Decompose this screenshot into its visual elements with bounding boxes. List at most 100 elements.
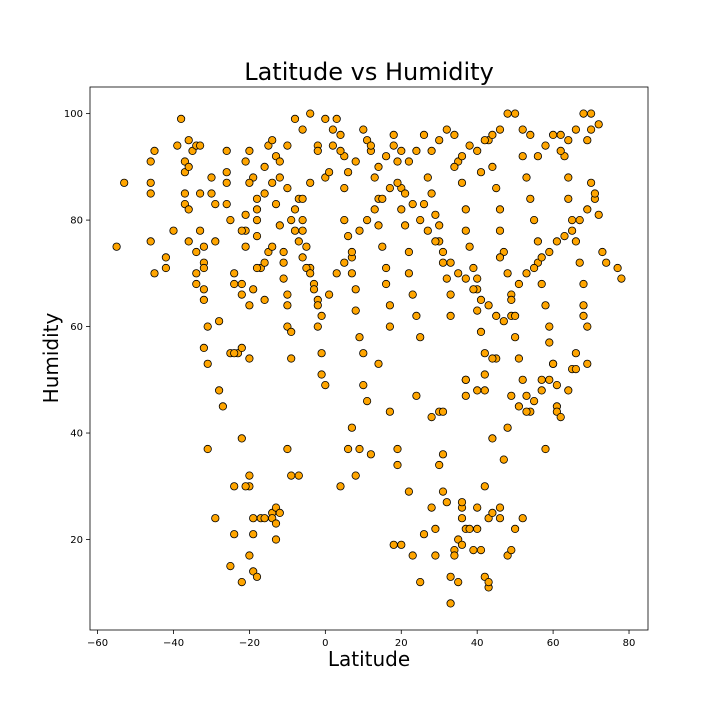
data-point bbox=[245, 301, 254, 310]
y-axis: 20 40 60 80 100 bbox=[64, 109, 90, 546]
data-point bbox=[397, 205, 406, 214]
data-point bbox=[548, 359, 558, 368]
data-point bbox=[450, 162, 459, 171]
data-point bbox=[564, 386, 573, 395]
data-point bbox=[226, 216, 235, 225]
data-point bbox=[435, 136, 444, 145]
data-point bbox=[290, 226, 300, 235]
data-point bbox=[370, 173, 379, 182]
data-point bbox=[427, 189, 436, 198]
data-point bbox=[590, 189, 600, 198]
data-point bbox=[476, 327, 486, 336]
data-point bbox=[537, 253, 546, 262]
data-point bbox=[275, 157, 284, 166]
data-point bbox=[488, 354, 497, 363]
data-point bbox=[598, 247, 607, 257]
data-point bbox=[473, 503, 482, 512]
data-point bbox=[184, 205, 193, 214]
data-point bbox=[564, 173, 573, 182]
data-point bbox=[586, 178, 596, 187]
data-point bbox=[192, 279, 201, 289]
data-point bbox=[237, 226, 246, 235]
data-point bbox=[203, 322, 212, 331]
data-point bbox=[161, 263, 170, 273]
data-point bbox=[548, 130, 558, 139]
data-point bbox=[199, 242, 208, 251]
data-point bbox=[370, 205, 379, 214]
data-point bbox=[245, 471, 254, 480]
data-point bbox=[340, 258, 349, 267]
data-point bbox=[510, 524, 520, 534]
scatter-points bbox=[112, 109, 626, 608]
data-point bbox=[230, 269, 239, 278]
data-point bbox=[374, 359, 383, 368]
data-point bbox=[161, 253, 170, 262]
y-axis-label: Humidity bbox=[39, 312, 63, 403]
data-point bbox=[571, 364, 581, 374]
data-point bbox=[237, 290, 246, 299]
data-point bbox=[461, 274, 470, 283]
data-point bbox=[495, 125, 505, 134]
data-point bbox=[431, 237, 440, 246]
data-point bbox=[336, 130, 345, 139]
data-point bbox=[518, 375, 527, 384]
data-point bbox=[120, 178, 129, 187]
data-point bbox=[381, 279, 391, 289]
data-point bbox=[230, 349, 239, 358]
data-point bbox=[252, 205, 262, 214]
data-point bbox=[169, 226, 178, 235]
data-point bbox=[252, 216, 262, 225]
data-point bbox=[446, 290, 455, 299]
data-point bbox=[378, 242, 387, 251]
data-point bbox=[419, 200, 429, 209]
data-point bbox=[400, 221, 410, 230]
data-point bbox=[510, 333, 520, 342]
data-point bbox=[461, 391, 470, 400]
data-point bbox=[351, 285, 360, 294]
data-point bbox=[321, 114, 330, 124]
data-point bbox=[321, 380, 330, 390]
data-point bbox=[283, 290, 292, 299]
data-point bbox=[184, 162, 193, 171]
data-point bbox=[518, 125, 527, 134]
data-point bbox=[545, 338, 554, 347]
data-point bbox=[529, 396, 539, 406]
data-point bbox=[484, 301, 493, 310]
data-point bbox=[541, 141, 550, 150]
data-point bbox=[473, 274, 482, 283]
data-point bbox=[317, 370, 326, 379]
data-point bbox=[397, 540, 406, 549]
data-point bbox=[146, 189, 155, 198]
y-tick-label: 80 bbox=[70, 216, 83, 227]
data-point bbox=[260, 295, 269, 304]
data-point bbox=[378, 194, 387, 203]
data-point bbox=[359, 125, 368, 134]
data-point bbox=[343, 232, 353, 241]
data-point bbox=[488, 508, 497, 518]
data-point bbox=[385, 301, 394, 310]
data-point bbox=[355, 333, 364, 342]
data-point bbox=[412, 311, 421, 320]
data-point bbox=[298, 226, 307, 235]
data-point bbox=[385, 184, 394, 193]
data-point bbox=[571, 125, 581, 134]
data-point bbox=[283, 141, 292, 150]
data-point bbox=[287, 327, 296, 336]
data-point bbox=[192, 247, 201, 257]
data-point bbox=[526, 194, 535, 203]
data-point bbox=[298, 216, 307, 225]
data-point bbox=[583, 322, 592, 331]
data-point bbox=[499, 455, 508, 464]
data-point bbox=[529, 216, 539, 225]
data-point bbox=[545, 375, 554, 384]
data-point bbox=[302, 242, 311, 251]
data-point bbox=[423, 226, 432, 235]
data-point bbox=[427, 503, 436, 512]
data-point bbox=[306, 178, 315, 187]
data-point bbox=[522, 407, 531, 416]
data-point bbox=[230, 279, 239, 289]
data-point bbox=[533, 152, 543, 161]
data-point bbox=[374, 221, 383, 230]
data-point bbox=[249, 514, 258, 523]
data-point bbox=[385, 322, 394, 331]
